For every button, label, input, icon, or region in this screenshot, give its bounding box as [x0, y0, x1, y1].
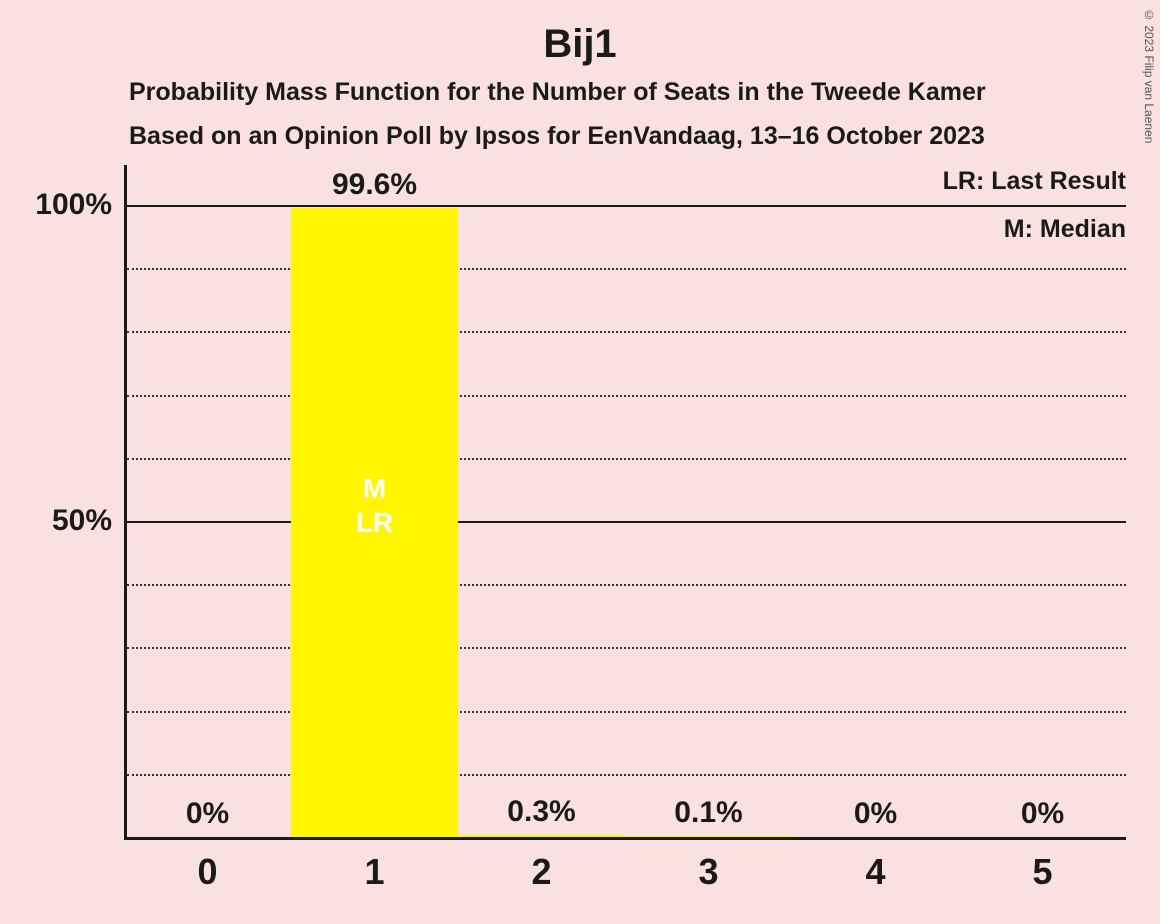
- x-axis: [124, 837, 1126, 840]
- chart-subtitle-2: Based on an Opinion Poll by Ipsos for Ee…: [129, 122, 985, 151]
- bar-value-label: 0%: [854, 797, 897, 831]
- x-tick-label: 4: [865, 851, 885, 893]
- bar-value-label: 0.1%: [674, 796, 742, 830]
- gridline-minor: [127, 331, 1126, 333]
- bar-value-label: 0%: [1021, 797, 1064, 831]
- legend-item: M: Median: [1004, 215, 1126, 244]
- x-tick-label: 3: [698, 851, 718, 893]
- bar-value-label: 0%: [186, 797, 229, 831]
- marker-line: M: [291, 472, 458, 506]
- bar: [458, 835, 625, 837]
- gridline-minor: [127, 711, 1126, 713]
- gridline-minor: [127, 774, 1126, 776]
- gridline-minor: [127, 395, 1126, 397]
- y-axis: [124, 165, 127, 837]
- gridline-minor: [127, 458, 1126, 460]
- x-tick-label: 5: [1032, 851, 1052, 893]
- gridline-major: [127, 521, 1126, 523]
- bar-value-label: 0.3%: [507, 795, 575, 829]
- bar: MLR: [291, 208, 458, 837]
- gridline-minor: [127, 647, 1126, 649]
- bar-marker-labels: MLR: [291, 472, 458, 539]
- gridline-minor: [127, 584, 1126, 586]
- bar: [625, 836, 792, 837]
- gridline-major: [127, 205, 1126, 207]
- gridline-minor: [127, 268, 1126, 270]
- chart-plot-area: 50%100%00%1MLR99.6%20.3%30.1%40%50%LR: L…: [124, 205, 1126, 837]
- x-tick-label: 2: [531, 851, 551, 893]
- legend-item: LR: Last Result: [943, 167, 1126, 196]
- bar-value-label: 99.6%: [332, 168, 417, 202]
- chart-subtitle-1: Probability Mass Function for the Number…: [129, 78, 986, 107]
- x-tick-label: 0: [197, 851, 217, 893]
- copyright-text: © 2023 Filip van Laenen: [1142, 8, 1156, 143]
- chart-title: Bij1: [0, 22, 1160, 67]
- marker-line: LR: [291, 506, 458, 540]
- y-tick-label: 100%: [35, 188, 112, 222]
- x-tick-label: 1: [364, 851, 384, 893]
- y-tick-label: 50%: [52, 504, 112, 538]
